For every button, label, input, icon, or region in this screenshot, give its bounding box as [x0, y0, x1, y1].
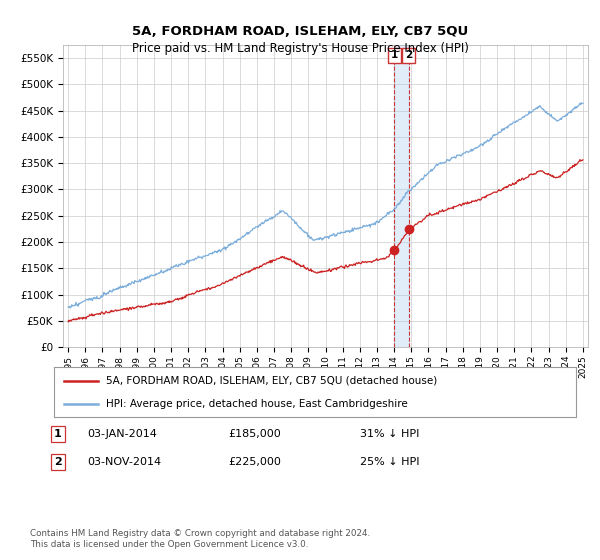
Text: 1: 1 — [391, 50, 398, 60]
Text: 25% ↓ HPI: 25% ↓ HPI — [360, 457, 419, 467]
Text: £225,000: £225,000 — [228, 457, 281, 467]
Text: 2: 2 — [405, 50, 412, 60]
Text: Price paid vs. HM Land Registry's House Price Index (HPI): Price paid vs. HM Land Registry's House … — [131, 42, 469, 55]
Text: 2: 2 — [54, 457, 62, 467]
Text: HPI: Average price, detached house, East Cambridgeshire: HPI: Average price, detached house, East… — [106, 399, 408, 409]
Text: £185,000: £185,000 — [228, 429, 281, 439]
Text: 1: 1 — [54, 429, 62, 439]
Text: Contains HM Land Registry data © Crown copyright and database right 2024.
This d: Contains HM Land Registry data © Crown c… — [30, 529, 370, 549]
Bar — [394, 45, 409, 347]
Text: 31% ↓ HPI: 31% ↓ HPI — [360, 429, 419, 439]
Text: 03-NOV-2014: 03-NOV-2014 — [87, 457, 161, 467]
Text: 5A, FORDHAM ROAD, ISLEHAM, ELY, CB7 5QU (detached house): 5A, FORDHAM ROAD, ISLEHAM, ELY, CB7 5QU … — [106, 376, 437, 386]
Text: 03-JAN-2014: 03-JAN-2014 — [87, 429, 157, 439]
Text: 5A, FORDHAM ROAD, ISLEHAM, ELY, CB7 5QU: 5A, FORDHAM ROAD, ISLEHAM, ELY, CB7 5QU — [132, 25, 468, 38]
